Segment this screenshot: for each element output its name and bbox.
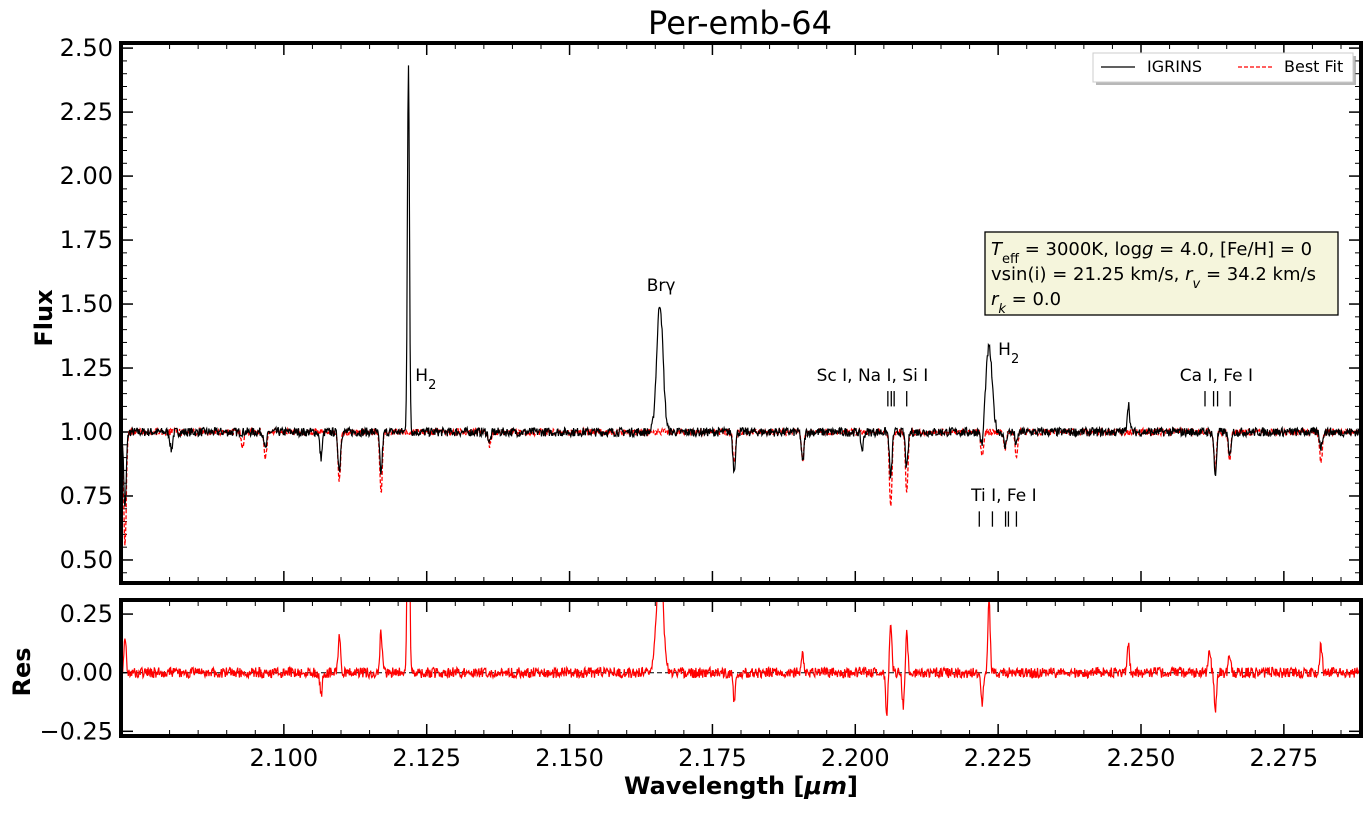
residual-x-ticks: 2.100 2.125 2.150 2.175 2.200 2.225 2.250 2.275 (169, 600, 1342, 772)
residual-x-tick-label: 2.250 (1107, 744, 1176, 772)
legend: IGRINS Best Fit (1092, 52, 1356, 85)
params-line-2: vsin(i) = 21.25 km/s, rv = 34.2 km/s (991, 264, 1316, 292)
main-y-tick-label: 1.25 (60, 354, 113, 382)
params-line-1: Teff = 3000K, logg = 4.0, [Fe/H] = 0 (991, 239, 1312, 267)
annotation-label: Ti I, Fe I (970, 486, 1037, 506)
main-y-tick-label: 0.50 (60, 546, 113, 574)
x-axis-label: Wavelength [μm] (624, 772, 858, 800)
residual-x-tick-label: 2.100 (249, 744, 318, 772)
line-annotations: H2 Brγ H2 Sc I, Na I, Si I Ca I, Fe I Ti I, F… (415, 276, 1253, 506)
main-y-tick-label: 2.25 (60, 98, 113, 126)
annotation-label: Ca I, Fe I (1180, 366, 1253, 386)
main-ylabel: Flux (30, 289, 58, 347)
residual-x-tick-label: 2.125 (392, 744, 461, 772)
residual-y-tick-label: 0.00 (60, 659, 113, 687)
main-y-tick-label: 1.75 (60, 226, 113, 254)
series-igrins-line (121, 65, 1361, 507)
main-y-tick-label: 0.75 (60, 482, 113, 510)
residual-x-tick-label: 2.275 (1249, 744, 1318, 772)
main-y-tick-label: 2.50 (60, 34, 113, 62)
main-plot-frame (119, 41, 1363, 585)
annotation-label: H2 (415, 366, 436, 393)
residual-x-tick-label: 2.150 (535, 744, 604, 772)
residual-plot-frame (119, 598, 1363, 738)
series-best-fit-line (121, 426, 1361, 546)
residual-y-tick-label: −0.25 (39, 717, 113, 745)
params-box: Teff = 3000K, logg = 4.0, [Fe/H] = 0 vsi… (984, 231, 1339, 317)
residual-x-tick-label: 2.225 (964, 744, 1033, 772)
series-residual-line (121, 600, 1361, 716)
residual-x-tick-label: 2.175 (678, 744, 747, 772)
residual-y-ticks: −0.25 0.00 0.25 (39, 600, 1361, 745)
main-y-tick-label: 1.00 (60, 418, 113, 446)
main-y-ticks: 0.50 0.75 1.00 1.25 1.50 1.75 2.00 2.25 2.50 (60, 34, 1361, 574)
main-y-tick-label: 1.50 (60, 290, 113, 318)
residual-ylabel: Res (8, 647, 36, 696)
line-markers (887, 391, 1231, 527)
main-y-tick-label: 2.00 (60, 162, 113, 190)
annotation-label: Brγ (647, 276, 676, 296)
legend-igrins-label: IGRINS (1147, 57, 1202, 76)
residual-x-tick-label: 2.200 (821, 744, 890, 772)
legend-best-fit-label: Best Fit (1284, 57, 1343, 76)
params-line-3: rk = 0.0 (991, 289, 1061, 317)
chart-title: Per-emb-64 (648, 4, 832, 42)
annotation-label: H2 (998, 340, 1019, 367)
annotation-label: Sc I, Na I, Si I (817, 366, 929, 386)
residual-y-tick-label: 0.25 (60, 600, 113, 628)
